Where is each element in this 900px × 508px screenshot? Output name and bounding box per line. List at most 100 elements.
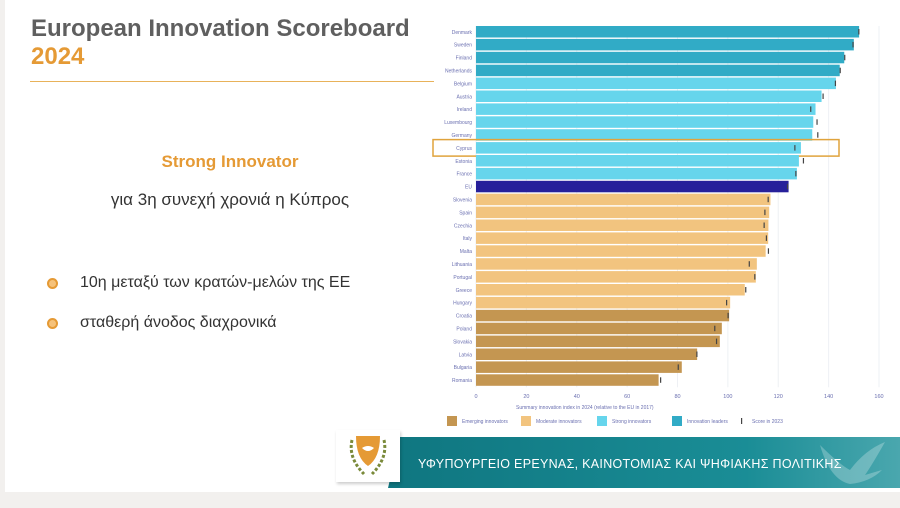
legend-label: Emerging innovators <box>462 419 508 425</box>
logo-box <box>336 430 400 482</box>
dove-icon <box>820 442 885 484</box>
marker-2023-belgium <box>834 80 837 87</box>
bar-estonia <box>476 155 799 167</box>
bullet-icon <box>47 317 58 329</box>
category-label: France <box>456 172 472 178</box>
legend-swatch <box>447 416 457 426</box>
category-label: Estonia <box>455 159 472 165</box>
category-label: Bulgaria <box>454 365 473 371</box>
bar-spain <box>476 206 770 219</box>
category-label: Cyprus <box>456 146 472 152</box>
bullet-text: σταθερή άνοδος διαχρονικά <box>80 314 277 331</box>
innovation-bar-chart: 0 20 40 60 80 100 120 140 160 Denmark Sweden Finlan… <box>432 26 884 426</box>
x-tick-label: 100 <box>723 394 732 400</box>
bar-belgium <box>476 77 836 90</box>
marker-2023-greece <box>745 287 747 293</box>
marker-2023-slovakia <box>715 338 718 345</box>
legend-label: Score in 2023 <box>752 419 783 425</box>
x-tick-label: 80 <box>674 394 680 400</box>
marker-2023-estonia <box>802 158 805 164</box>
marker-2023-denmark <box>858 29 860 35</box>
bar-ireland <box>476 103 816 115</box>
bar-austria <box>476 90 822 102</box>
title-divider <box>30 81 434 82</box>
marker-2023-finland <box>844 54 846 61</box>
x-tick-label: 20 <box>523 394 529 400</box>
marker-2023-romania <box>660 377 662 383</box>
x-tick-label: 40 <box>574 394 580 400</box>
bar-romania <box>476 374 659 386</box>
marker-2023-spain <box>764 209 766 216</box>
bar-germany <box>476 129 813 141</box>
bar-portugal <box>476 271 756 283</box>
bar-croatia <box>476 309 730 322</box>
marker-2023-slovenia <box>767 196 769 203</box>
bar-luxembourg <box>476 116 814 128</box>
bar-greece <box>476 284 745 296</box>
category-label: Spain <box>459 210 472 216</box>
category-label: Netherlands <box>445 68 472 74</box>
category-label: EU <box>465 185 472 191</box>
page-title: European Innovation Scoreboard <box>31 15 410 42</box>
marker-2023-poland <box>714 325 716 332</box>
category-label: Portugal <box>453 275 472 281</box>
category-label: Latvia <box>459 352 473 358</box>
marker-2023-bulgaria <box>677 364 679 370</box>
marker-2023-netherlands <box>839 67 841 74</box>
marker-2023-france <box>795 170 797 177</box>
bar-lithuania <box>476 258 757 270</box>
legend-swatch <box>672 416 682 426</box>
bar-netherlands <box>476 64 840 77</box>
bullet-icon <box>47 277 58 289</box>
x-tick-label: 160 <box>874 394 883 400</box>
category-label: Hungary <box>453 301 472 307</box>
category-label: Poland <box>456 326 472 332</box>
legend-label: Innovation leaders <box>687 419 728 425</box>
x-tick-label: 60 <box>624 394 630 400</box>
bar-finland <box>476 51 845 64</box>
category-label: Finland <box>456 56 473 62</box>
marker-2023-cyprus <box>794 145 796 151</box>
category-label: Belgium <box>454 81 472 87</box>
category-label: Lithuania <box>452 262 473 268</box>
cyprus-emblem-icon <box>349 436 387 476</box>
marker-2023-latvia <box>696 351 698 357</box>
marker-2023-lithuania <box>748 261 750 267</box>
marker-2023-hungary <box>726 299 728 306</box>
bar-bulgaria <box>476 361 682 373</box>
category-label: Austria <box>456 94 472 100</box>
legend-swatch <box>521 416 531 426</box>
legend-marker <box>741 418 743 424</box>
x-tick-label: 140 <box>824 394 833 400</box>
bar-sweden <box>476 38 854 51</box>
legend-label: Strong innovators <box>612 419 652 425</box>
bar-slovakia <box>476 335 720 348</box>
bar-hungary <box>476 296 731 309</box>
marker-2023-malta <box>767 248 770 254</box>
bullet-item: 10η μεταξύ των κρατών-μελών της ΕΕ <box>47 274 350 292</box>
category-label: Slovenia <box>453 197 472 203</box>
bar-cyprus <box>476 142 801 154</box>
bar-slovenia <box>476 193 771 206</box>
marker-2023-croatia <box>727 312 729 319</box>
marker-2023-sweden <box>852 41 854 48</box>
bar-eu <box>476 180 789 193</box>
marker-2023-czechia <box>763 222 765 228</box>
marker-2023-eu <box>786 183 789 190</box>
category-label: Ireland <box>457 107 473 113</box>
bar-malta <box>476 245 766 257</box>
subtitle: Strong Innovator <box>161 152 299 171</box>
category-label: Germany <box>451 133 472 139</box>
legend-swatch <box>597 416 607 426</box>
marker-2023-italy <box>765 235 768 241</box>
category-label: Malta <box>460 249 472 255</box>
category-label: Italy <box>463 236 473 242</box>
category-label: Croatia <box>456 314 472 320</box>
bullet-item: σταθερή άνοδος διαχρονικά <box>47 314 277 332</box>
category-label: Romania <box>452 378 472 384</box>
x-tick-label: 0 <box>474 394 477 400</box>
marker-2023-germany <box>817 132 819 138</box>
bar-denmark <box>476 26 860 38</box>
marker-2023-luxembourg <box>816 119 818 125</box>
category-label: Sweden <box>454 43 472 49</box>
